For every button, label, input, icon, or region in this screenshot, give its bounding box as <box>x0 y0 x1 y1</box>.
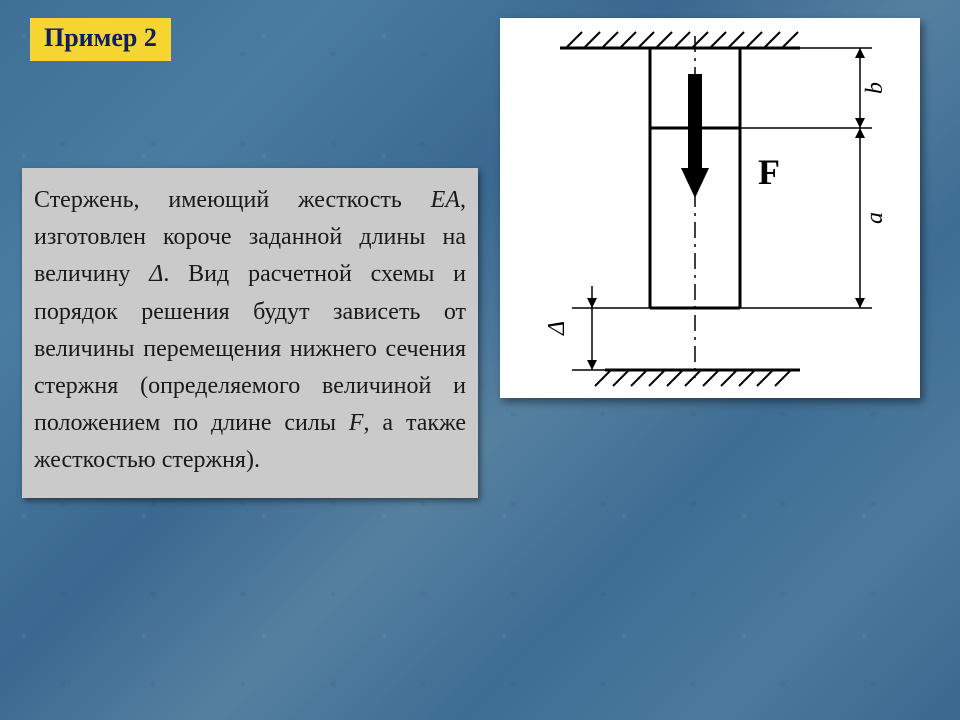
example-title: Пример 2 <box>30 18 171 61</box>
svg-text:F: F <box>758 152 780 192</box>
title-text: Пример 2 <box>44 23 157 52</box>
svg-text:Δ: Δ <box>544 321 570 336</box>
diagram-svg: Fb a Δ <box>500 18 920 398</box>
svg-text:b: b <box>862 82 888 94</box>
symbol-EA: EA <box>431 187 460 213</box>
svg-text:a: a <box>862 212 888 224</box>
problem-text: Стержень, имеющий жесткость EA, изготовл… <box>22 168 478 498</box>
slide: Пример 2 Стержень, имеющий жесткость EA,… <box>0 0 960 720</box>
symbol-F: F <box>349 410 364 436</box>
diagram: Fb a Δ <box>500 18 920 398</box>
text-part-1: Стержень, имеющий жесткость <box>34 187 431 213</box>
symbol-delta: Δ <box>149 261 163 287</box>
